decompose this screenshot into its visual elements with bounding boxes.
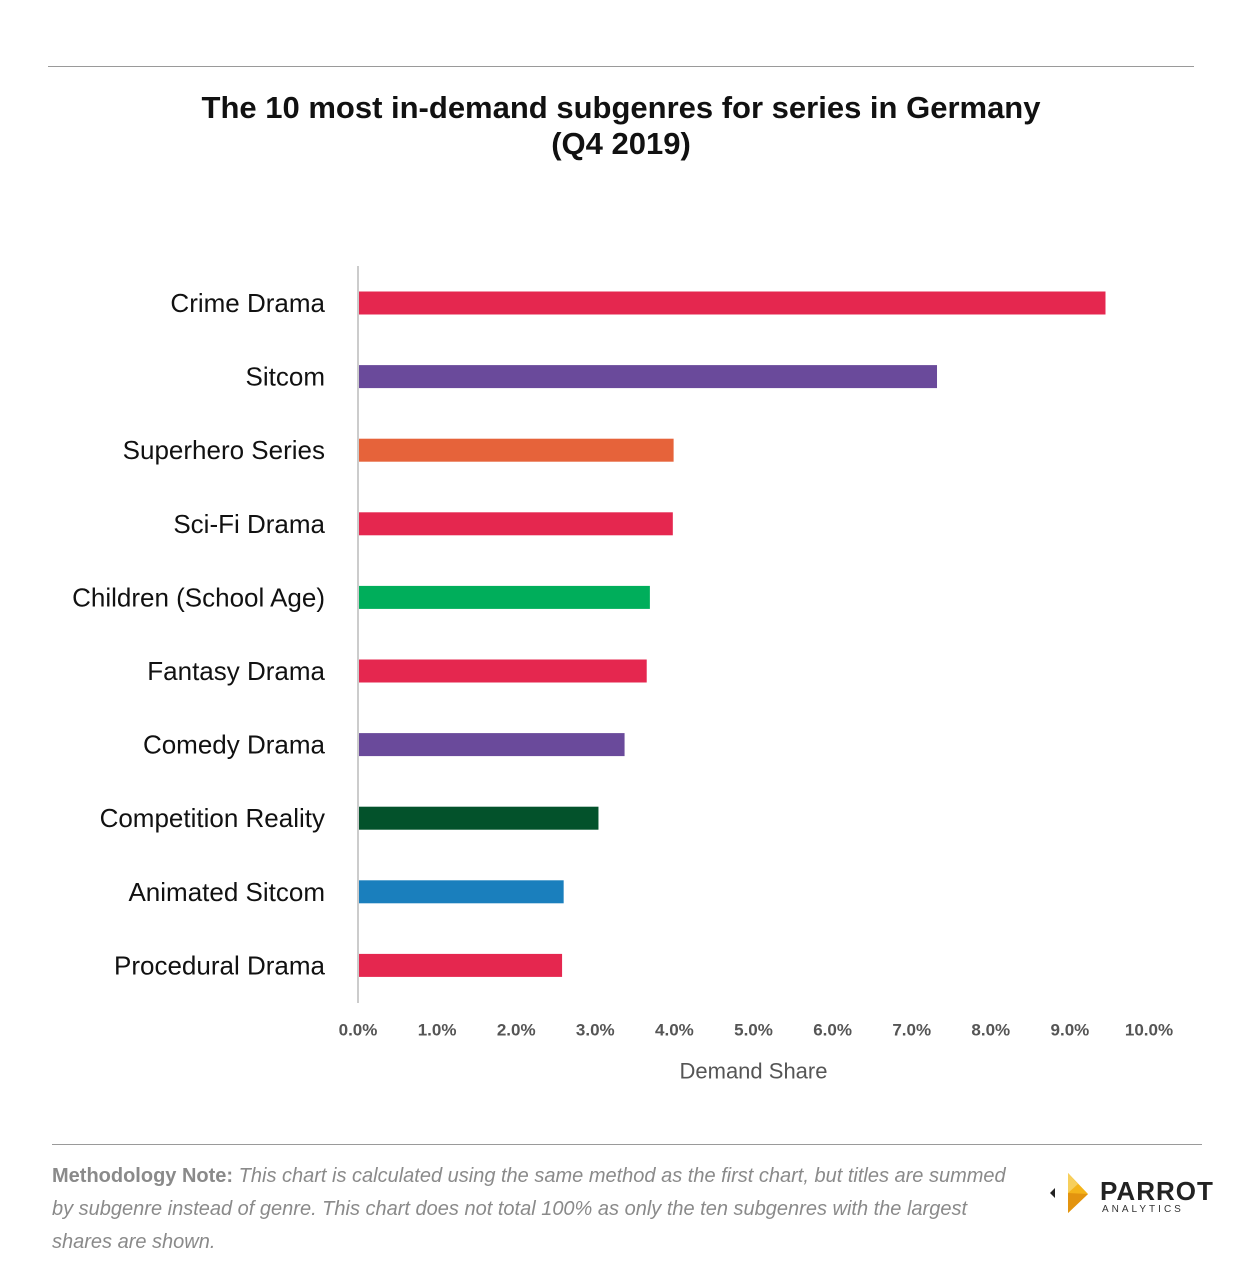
- x-tick-label: 3.0%: [576, 1021, 615, 1040]
- category-label-superhero-series: Superhero Series: [123, 435, 325, 465]
- category-label-crime-drama: Crime Drama: [170, 288, 325, 318]
- bar-sci-fi-drama: [359, 512, 673, 536]
- x-axis-label: Demand Share: [680, 1059, 828, 1084]
- bar-competition-reality: [359, 806, 599, 830]
- chart-title-line-2: (Q4 2019): [551, 126, 691, 161]
- x-tick-label: 10.0%: [1125, 1021, 1173, 1040]
- bar-procedural-drama: [359, 953, 563, 977]
- category-label-sci-fi-drama: Sci-Fi Drama: [173, 509, 325, 539]
- category-label-children-school-age: Children (School Age): [72, 582, 325, 612]
- methodology-note-label: Methodology Note:: [52, 1165, 234, 1187]
- bar-chart: Crime Drama Sitcom Superhero Series Sci-Fi …: [72, 266, 1173, 1084]
- x-tick-label: 6.0%: [813, 1021, 852, 1040]
- category-label-sitcom: Sitcom: [246, 362, 325, 392]
- category-label-procedural-drama: Procedural Drama: [114, 950, 326, 980]
- x-tick-label: 7.0%: [892, 1021, 931, 1040]
- x-tick-label: 2.0%: [497, 1021, 536, 1040]
- bar-comedy-drama: [359, 733, 625, 757]
- parrot-logo-icon: [1050, 1173, 1088, 1213]
- bar-crime-drama: [359, 291, 1106, 315]
- x-tick-label: 8.0%: [971, 1021, 1010, 1040]
- bar-animated-sitcom: [359, 880, 564, 904]
- category-label-competition-reality: Competition Reality: [100, 803, 325, 833]
- methodology-note: Methodology Note: This chart is calculat…: [52, 1160, 1012, 1259]
- x-tick-label: 5.0%: [734, 1021, 773, 1040]
- x-tick-label: 1.0%: [418, 1021, 457, 1040]
- logo-subtitle: ANALYTICS: [1102, 1204, 1184, 1215]
- parrot-analytics-logo: PARROT ANALYTICS: [1048, 1168, 1213, 1218]
- methodology-note-text: This chart is calculated using the same …: [52, 1165, 1006, 1253]
- category-label-comedy-drama: Comedy Drama: [143, 730, 326, 760]
- bar-sitcom: [359, 365, 938, 389]
- bar-superhero-series: [359, 438, 674, 462]
- chart-title-line-1: The 10 most in-demand subgenres for seri…: [201, 90, 1041, 125]
- chart-title: The 10 most in-demand subgenres for seri…: [80, 90, 1162, 162]
- category-label-animated-sitcom: Animated Sitcom: [128, 877, 325, 907]
- x-tick-label: 9.0%: [1051, 1021, 1090, 1040]
- x-tick-label: 0.0%: [339, 1021, 378, 1040]
- x-tick-label: 4.0%: [655, 1021, 694, 1040]
- bar-children-school-age: [359, 585, 650, 609]
- category-label-fantasy-drama: Fantasy Drama: [147, 656, 325, 686]
- bottom-divider: [52, 1144, 1202, 1145]
- bar-fantasy-drama: [359, 659, 647, 683]
- top-divider: [48, 66, 1194, 67]
- logo-wordmark: PARROT: [1100, 1176, 1214, 1206]
